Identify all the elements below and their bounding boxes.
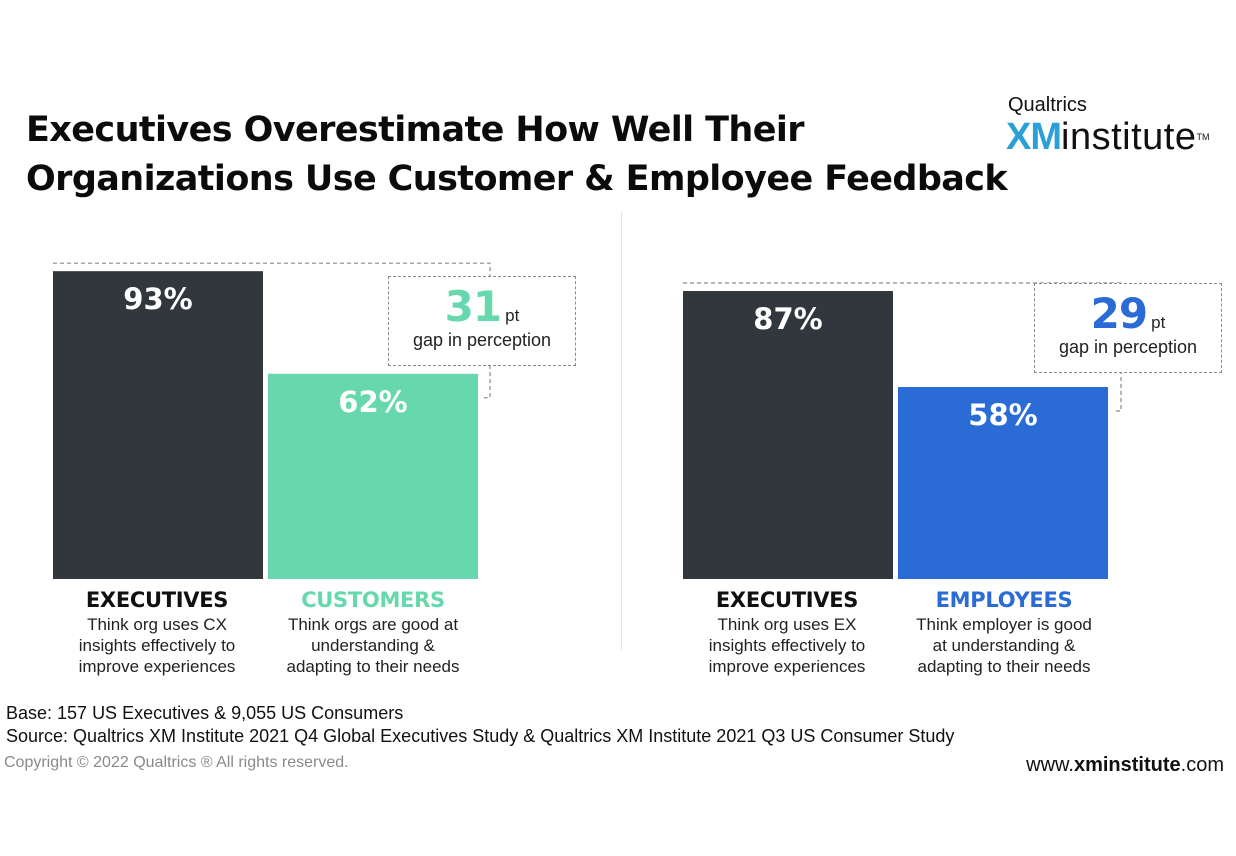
source-note: Source: Qualtrics XM Institute 2021 Q4 G… xyxy=(6,726,955,746)
category-desc-line: improve experiences xyxy=(708,657,866,676)
category-label-employees: EMPLOYEES Think employer is good at unde… xyxy=(884,588,1124,677)
bar-value-label-employees: 58% xyxy=(968,398,1037,432)
logo-brand: Qualtrics xyxy=(1008,94,1087,116)
category-name: EXECUTIVES xyxy=(85,588,229,612)
bar-customers xyxy=(268,373,478,579)
category-label-executives-ex: EXECUTIVES Think org uses EX insights ef… xyxy=(667,588,907,677)
website-link[interactable]: www.xminstitute.com xyxy=(1026,754,1224,777)
category-desc-line: Think org uses CX xyxy=(87,615,227,634)
gap-value-ex: 29 xyxy=(1090,289,1148,338)
bar-value-label-executives-cx: 93% xyxy=(123,282,192,316)
gap-bracket-employees xyxy=(683,282,1122,412)
category-desc-line: Think employer is good xyxy=(916,615,1092,634)
bar-value-label-customers: 62% xyxy=(338,385,407,419)
bar-value-label-executives-ex: 87% xyxy=(753,302,822,336)
gap-unit-cx: pt xyxy=(505,306,520,325)
category-desc-line: adapting to their needs xyxy=(286,657,460,676)
logo-wordmark: XMinstituteTM xyxy=(1006,118,1209,156)
chart-title: Executives Overestimate How Well Their O… xyxy=(26,106,1008,204)
copyright: Copyright © 2022 Qualtrics ® All rights … xyxy=(4,754,349,771)
gap-label-ex: gap in perception xyxy=(1058,337,1198,357)
logo-institute: institute xyxy=(1061,116,1197,158)
gap-box-ex: 29 pt gap in perception xyxy=(1034,283,1222,373)
category-desc-line: at understanding & xyxy=(932,636,1076,655)
website-bold: xminstitute xyxy=(1073,754,1181,776)
category-desc-line: Think org uses EX xyxy=(717,615,857,634)
website-suffix: .com xyxy=(1180,754,1224,776)
logo-tm: TM xyxy=(1196,132,1210,142)
xm-institute-logo: Qualtrics XMinstituteTM xyxy=(1006,94,1209,156)
bar-executives-cx xyxy=(53,271,263,579)
category-name: CUSTOMERS xyxy=(301,588,445,612)
gap-label-cx: gap in perception xyxy=(412,330,552,350)
website-prefix: www. xyxy=(1026,754,1074,776)
category-name: EMPLOYEES xyxy=(935,588,1073,612)
title-line-1: Executives Overestimate How Well Their xyxy=(26,110,805,150)
category-desc-line: insights effectively to xyxy=(708,636,866,655)
category-desc-line: improve experiences xyxy=(78,657,236,676)
bar-employees xyxy=(898,387,1108,579)
category-desc-line: insights effectively to xyxy=(78,636,236,655)
panel-divider xyxy=(621,212,622,650)
gap-box-cx: 31 pt gap in perception xyxy=(388,276,576,366)
gap-unit-ex: pt xyxy=(1151,313,1166,332)
category-desc-line: adapting to their needs xyxy=(917,657,1091,676)
bar-executives-ex xyxy=(683,291,893,579)
category-desc-line: Think orgs are good at xyxy=(287,615,459,634)
category-name: EXECUTIVES xyxy=(715,588,859,612)
title-line-2: Organizations Use Customer & Employee Fe… xyxy=(26,159,1008,199)
base-note: Base: 157 US Executives & 9,055 US Consu… xyxy=(6,703,404,723)
category-label-customers: CUSTOMERS Think orgs are good at underst… xyxy=(253,588,493,677)
logo-xm: XM xyxy=(1006,116,1062,158)
gap-value-cx: 31 xyxy=(444,282,502,331)
category-desc-line: understanding & xyxy=(311,636,435,655)
category-label-executives-cx: EXECUTIVES Think org uses CX insights ef… xyxy=(37,588,277,677)
